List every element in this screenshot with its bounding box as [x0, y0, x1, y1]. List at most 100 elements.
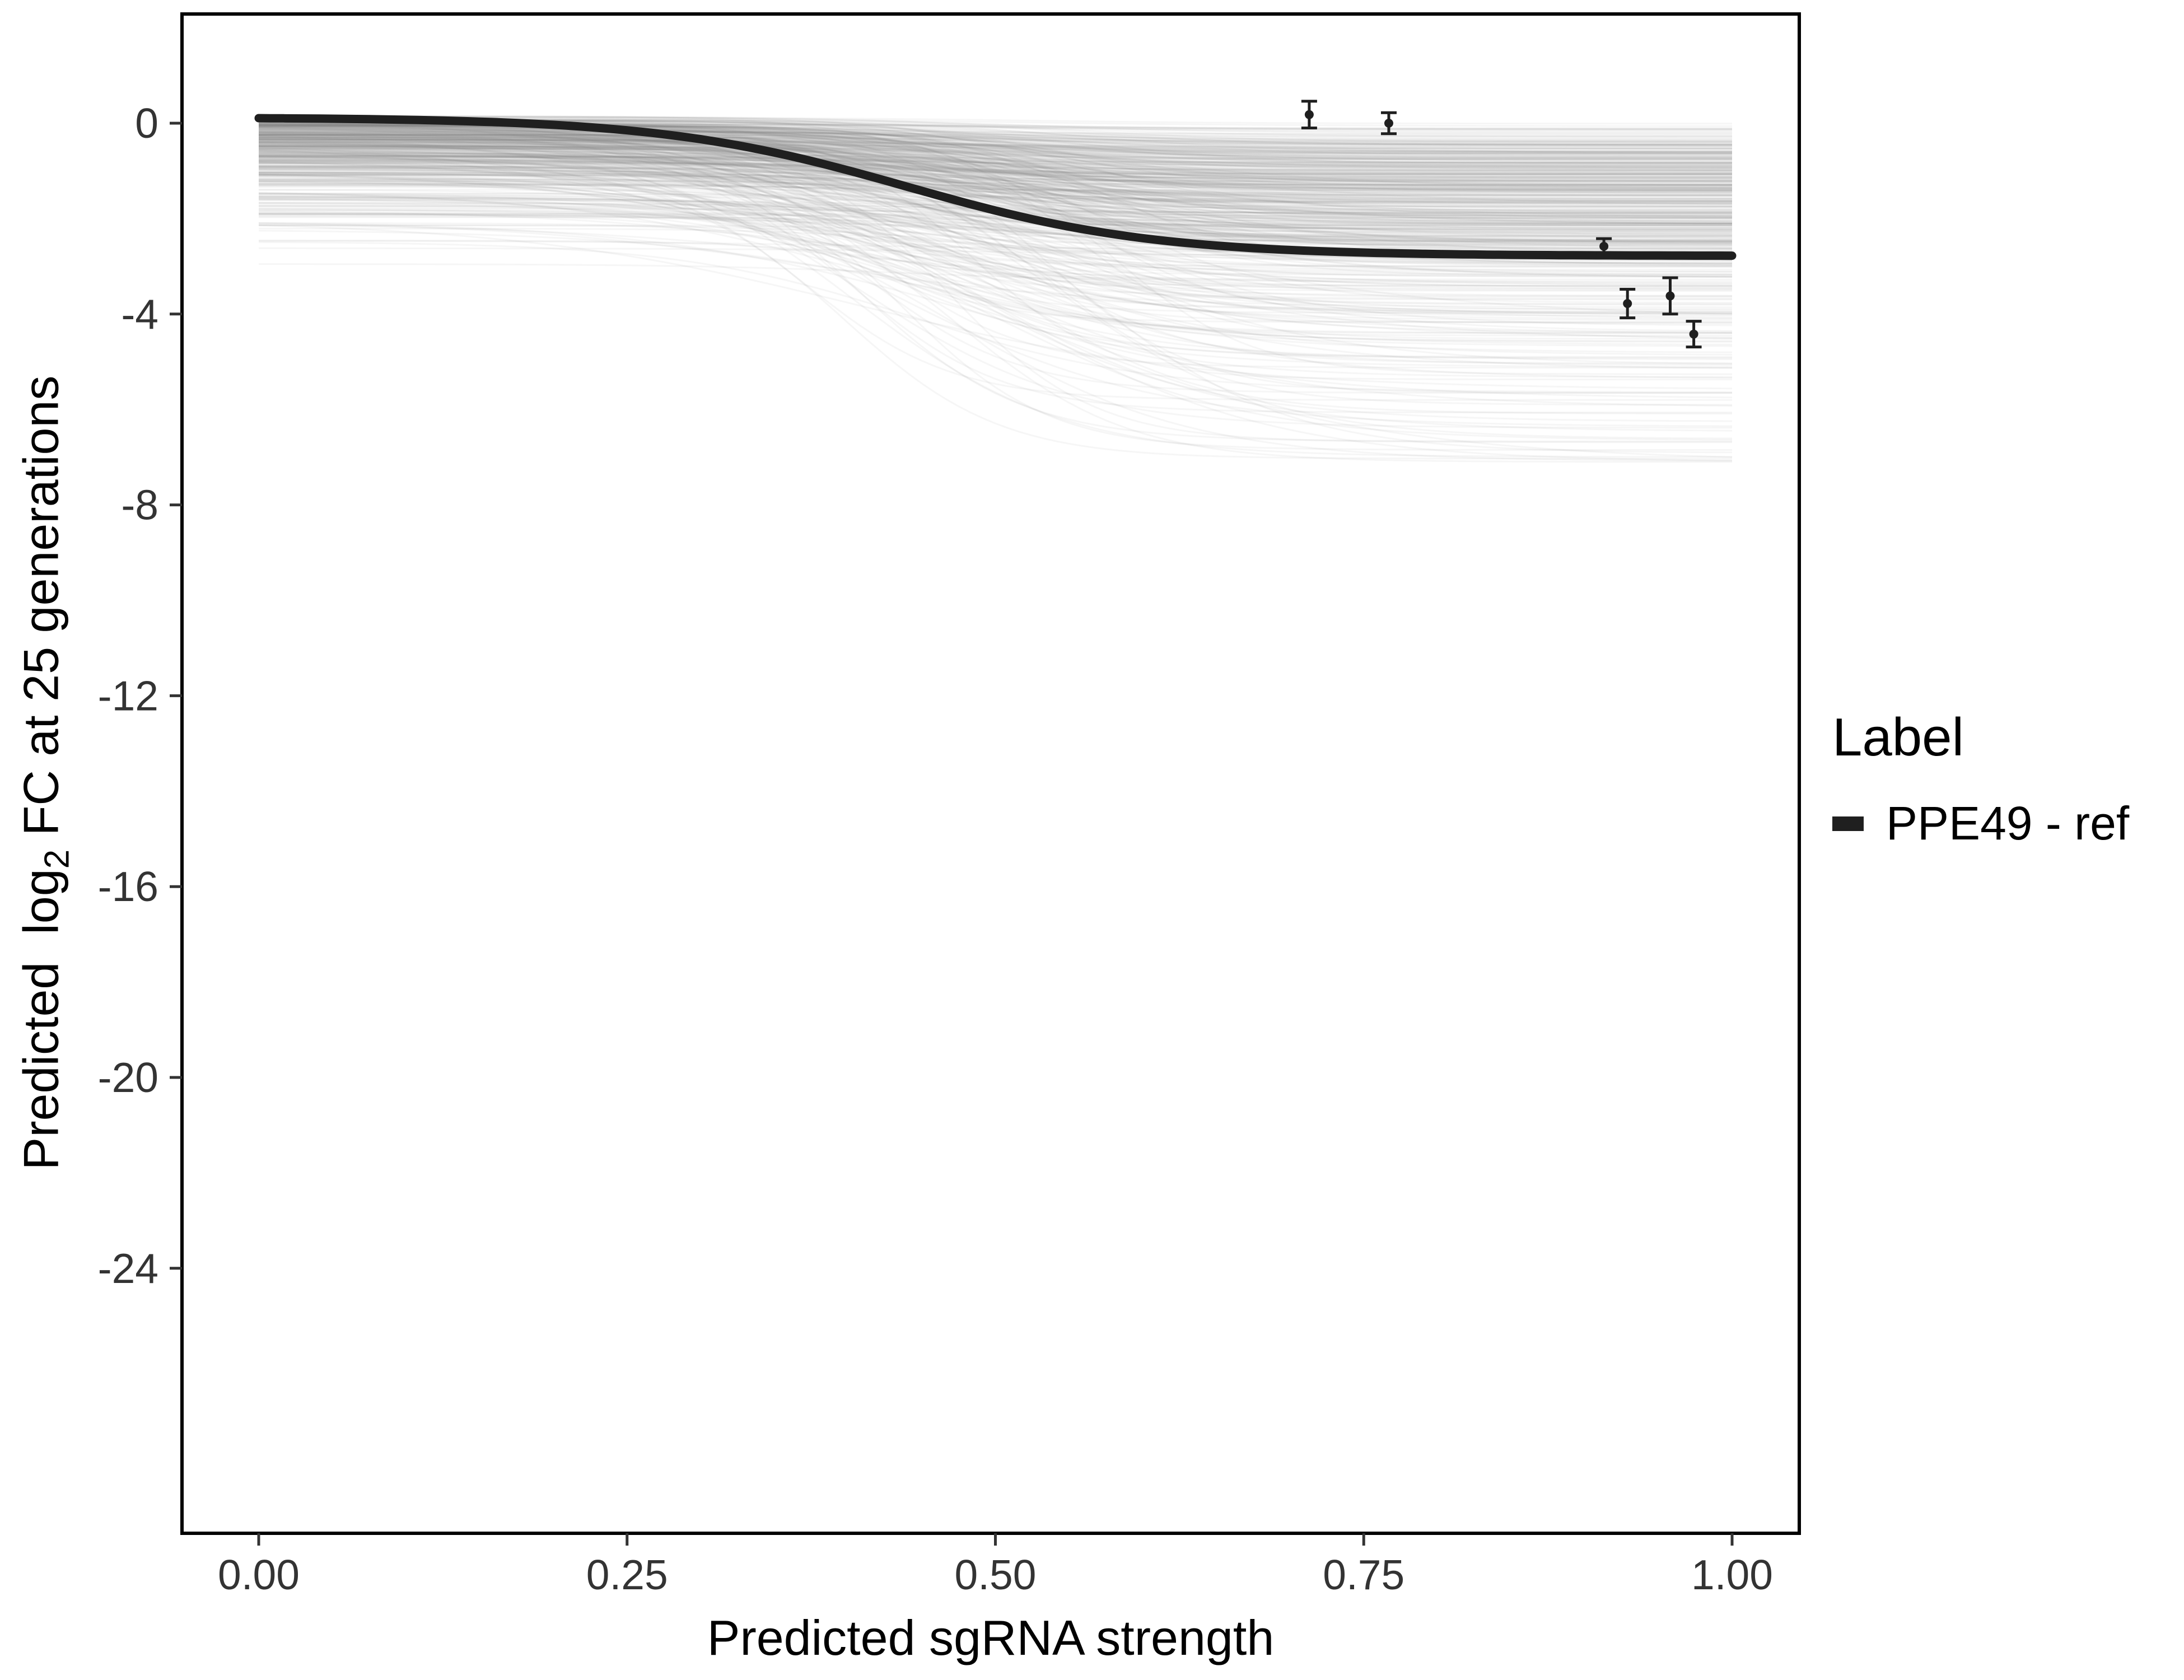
background-curve [259, 161, 1733, 178]
background-curve [258, 208, 1732, 236]
background-curve [259, 133, 1732, 172]
background-curve [259, 174, 1732, 200]
background-curve [259, 151, 1733, 253]
background-curve [258, 122, 1733, 224]
background-curve [259, 131, 1732, 215]
background-curve [258, 157, 1732, 325]
background-curve [259, 183, 1732, 203]
x-tick-label: 0.75 [1323, 1551, 1404, 1598]
background-curve [258, 171, 1733, 243]
background-curve [258, 127, 1732, 203]
background-curve [259, 117, 1732, 169]
background-curve [258, 120, 1732, 192]
background-curve [259, 170, 1732, 190]
background-curve [259, 158, 1732, 183]
background-curve [258, 126, 1732, 179]
background-curve [258, 171, 1732, 245]
background-curve [259, 197, 1732, 250]
background-curve [258, 222, 1733, 399]
background-curve [258, 135, 1733, 266]
background-curve [259, 141, 1732, 150]
background-curve [259, 184, 1732, 191]
background-curve [258, 143, 1732, 321]
background-curve [258, 124, 1732, 182]
background-curve [258, 133, 1732, 165]
background-curve [259, 156, 1732, 165]
background-curve [259, 213, 1732, 235]
background-curve [259, 132, 1732, 246]
background-curve [258, 180, 1733, 333]
background-curve [258, 137, 1733, 454]
background-curve [259, 126, 1732, 214]
background-curve [258, 167, 1732, 401]
background-curve [259, 141, 1732, 178]
background-curve [259, 137, 1732, 203]
y-tick-label: -24 [98, 1245, 158, 1292]
background-curve [259, 126, 1732, 442]
background-curve [259, 155, 1732, 188]
background-curve [259, 139, 1732, 148]
y-axis-title-pre: Predicted log [13, 869, 69, 1170]
background-curve [259, 157, 1732, 359]
background-curve [258, 120, 1733, 192]
background-curve [258, 158, 1733, 231]
background-curve [259, 212, 1732, 231]
background-curve [259, 126, 1732, 150]
background-curve [258, 192, 1733, 290]
background-curve [259, 205, 1732, 281]
background-curve [259, 137, 1733, 218]
background-curve [259, 115, 1732, 221]
background-curve [258, 230, 1733, 353]
background-curve [259, 134, 1732, 174]
background-curve [258, 143, 1732, 236]
background-curve [259, 133, 1732, 147]
background-curve [259, 149, 1733, 218]
background-curve [259, 198, 1732, 222]
background-curve [258, 151, 1733, 429]
background-curve [259, 239, 1732, 292]
background-curve [258, 150, 1732, 394]
background-curve [259, 162, 1732, 212]
background-curve [259, 155, 1732, 315]
background-curve [259, 214, 1732, 239]
background-curve [259, 152, 1733, 194]
background-curve [258, 153, 1733, 225]
background-curve [259, 171, 1732, 244]
background-curve [258, 133, 1733, 422]
background-curve [258, 145, 1732, 165]
background-curve [259, 152, 1732, 179]
background-curve [259, 134, 1732, 444]
y-axis-title: Predicted log2 FC at 25 generations [13, 376, 77, 1170]
background-curve [258, 149, 1732, 346]
y-tick-label: -16 [98, 863, 158, 910]
background-curve [259, 160, 1732, 267]
background-curve [258, 153, 1733, 207]
panel-border [180, 12, 1801, 1535]
background-curve [258, 132, 1733, 265]
background-curve [258, 137, 1733, 440]
background-curve [258, 145, 1733, 220]
y-axis-title-post: FC at 25 generations [13, 375, 69, 850]
background-curve [259, 153, 1732, 242]
background-curve [258, 142, 1733, 458]
background-curve [259, 202, 1732, 226]
background-curve [259, 139, 1732, 202]
background-curve [259, 186, 1732, 334]
background-curve [258, 198, 1732, 378]
data-point [1665, 291, 1675, 301]
background-curve [258, 180, 1733, 262]
background-curve [259, 202, 1732, 287]
background-curve [259, 129, 1732, 214]
background-curve [259, 156, 1733, 244]
background-curve [259, 179, 1732, 271]
background-curve [259, 144, 1733, 225]
data-point [1304, 110, 1314, 119]
background-curve [259, 212, 1732, 230]
background-curve [259, 134, 1732, 153]
background-curve [259, 116, 1732, 150]
background-curve [258, 167, 1732, 182]
background-curve [258, 145, 1733, 186]
y-tick-label: -8 [121, 482, 158, 529]
background-curve [259, 138, 1732, 241]
background-curve [259, 133, 1732, 237]
